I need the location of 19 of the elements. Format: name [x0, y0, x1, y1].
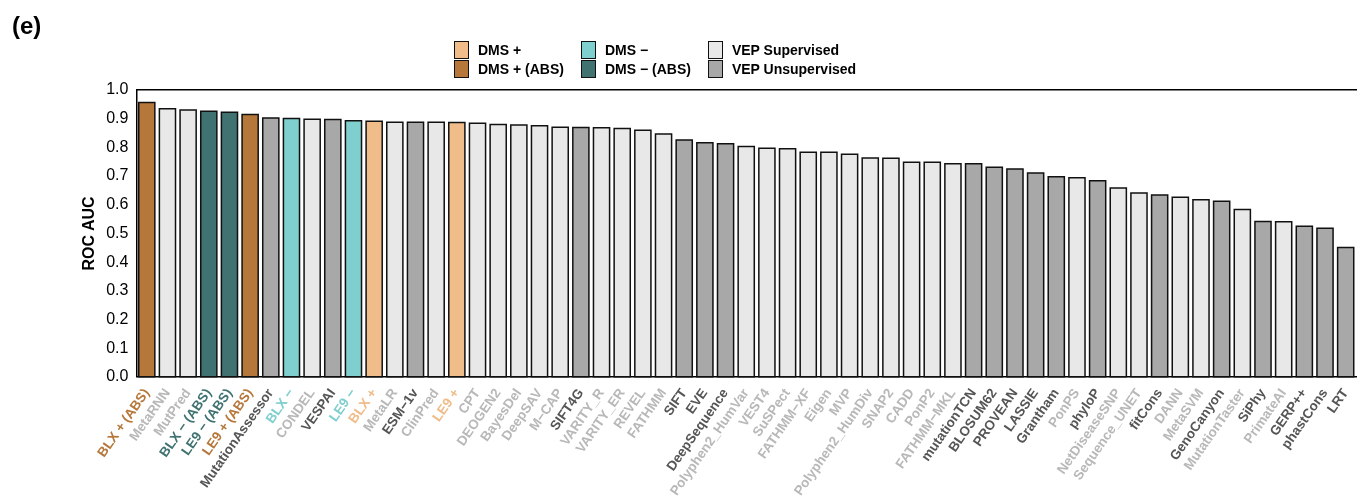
y-tick-label: 0.6	[106, 195, 129, 213]
legend-label: DMS − (ABS)	[604, 61, 691, 77]
legend-label: DMS + (ABS)	[478, 61, 564, 77]
legend-label: VEP Unsupervised	[731, 61, 857, 77]
y-tick-label: 0.1	[106, 338, 129, 356]
legend-label: VEP Supervised	[731, 42, 840, 58]
y-axis-title: ROC AUC	[80, 195, 98, 271]
legend-label: DMS +	[478, 42, 522, 58]
y-tick-label: 0.9	[106, 109, 129, 127]
y-tick-label: 0.0	[106, 367, 129, 385]
y-tick-label: 0.7	[106, 166, 129, 184]
legend-label: DMS −	[604, 42, 649, 58]
y-tick-label: 0.2	[106, 309, 129, 327]
y-tick-label: 0.8	[106, 137, 129, 155]
y-tick-label: 0.3	[106, 281, 129, 299]
y-tick-label: 0.5	[106, 223, 129, 241]
chart-title: (e)	[12, 12, 42, 40]
y-tick-label: 1.0	[106, 80, 129, 98]
y-tick-label: 0.4	[106, 252, 129, 270]
